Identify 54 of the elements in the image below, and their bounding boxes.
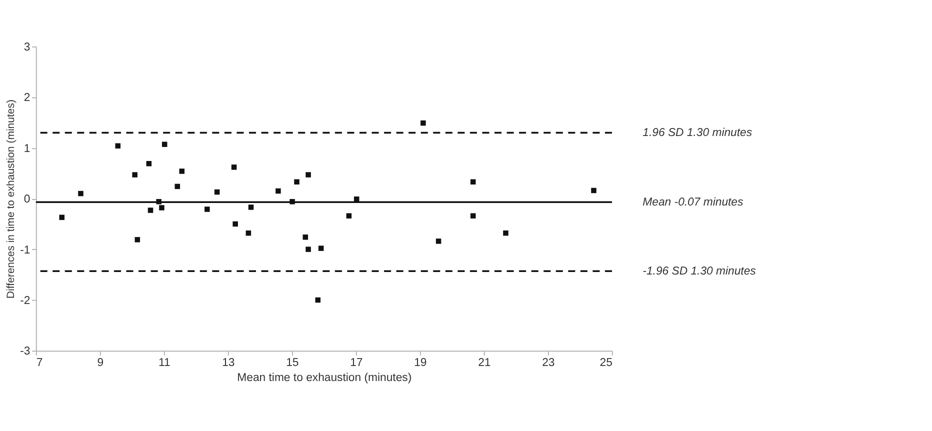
point <box>591 188 596 194</box>
point <box>248 204 254 210</box>
x-axis-title: Mean time to exhaustion (minutes) <box>237 372 412 384</box>
y-tick-label: 1 <box>24 142 30 155</box>
point <box>134 237 140 242</box>
point <box>302 234 308 240</box>
point <box>436 238 442 244</box>
x-tick-label: 9 <box>97 357 104 370</box>
point <box>179 168 185 174</box>
point <box>115 143 120 149</box>
ref-line-label: 1.96 SD 1.30 minutes <box>642 127 752 140</box>
x-tick-label: 21 <box>478 357 491 370</box>
ref-line-label: Mean -0.07 minutes <box>642 196 744 209</box>
point <box>204 206 210 212</box>
y-tick-label: -3 <box>20 346 30 358</box>
point <box>354 196 360 202</box>
y-tick-label: -2 <box>20 294 30 307</box>
point <box>146 160 152 166</box>
point <box>470 213 476 218</box>
x-tick-label: 23 <box>542 357 555 370</box>
point <box>306 246 311 252</box>
point <box>315 297 321 303</box>
point <box>59 214 64 220</box>
point <box>174 184 180 190</box>
point <box>246 230 252 236</box>
point <box>232 221 238 227</box>
point <box>162 142 168 147</box>
point <box>306 172 311 178</box>
y-axis-title: Differences in time to exhaustion (minutes) <box>4 99 17 299</box>
ref-line-label: -1.96 SD 1.30 minutes <box>642 266 756 278</box>
x-tick-label: 19 <box>414 357 427 370</box>
point <box>318 246 324 251</box>
x-tick-label: 15 <box>286 357 299 370</box>
y-tick-label: 0 <box>24 194 30 206</box>
point <box>294 179 300 185</box>
point <box>214 189 220 195</box>
point <box>231 164 237 170</box>
y-tick-label: -1 <box>20 244 30 256</box>
x-tick-label: 7 <box>36 357 43 370</box>
point <box>470 179 476 185</box>
x-tick-label: 25 <box>600 357 612 370</box>
point <box>148 208 154 213</box>
point <box>276 188 281 194</box>
point <box>503 230 508 236</box>
y-tick-label: 2 <box>24 92 30 104</box>
y-tick-label: 3 <box>24 41 30 54</box>
x-tick-label: 11 <box>158 357 170 370</box>
x-tick-label: 17 <box>350 357 363 370</box>
point <box>78 190 84 196</box>
point <box>159 205 164 210</box>
x-tick-label: 13 <box>222 357 235 370</box>
point <box>346 213 352 218</box>
point <box>132 172 138 178</box>
point <box>420 120 426 126</box>
